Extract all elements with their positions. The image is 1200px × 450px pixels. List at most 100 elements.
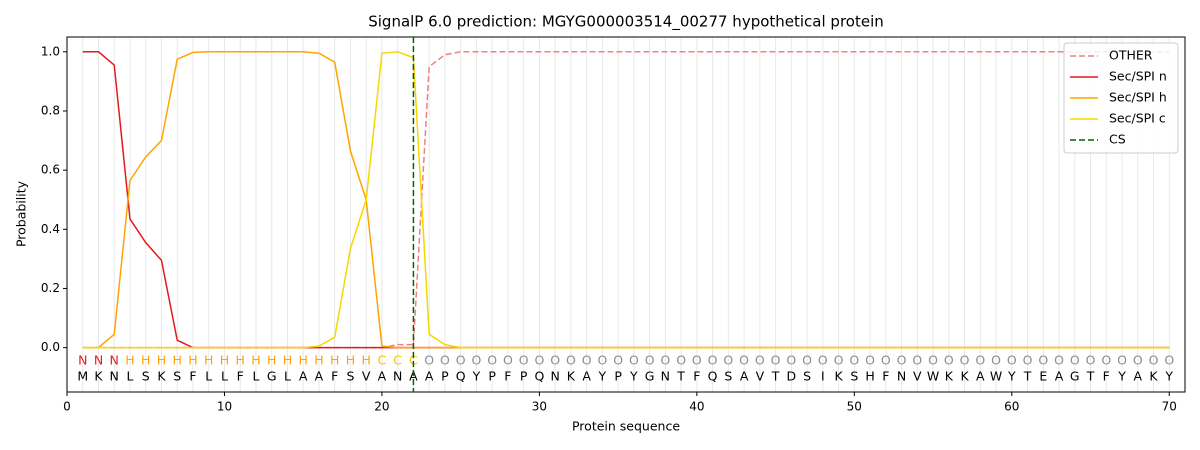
residue-label: O	[723, 353, 733, 368]
residue-label: H	[283, 353, 292, 368]
series-line	[82, 51, 1170, 349]
series-line	[82, 51, 1170, 349]
x-tick-label: 60	[1004, 400, 1019, 414]
sequence-letter: N	[110, 369, 119, 384]
residue-label: O	[818, 353, 828, 368]
sequence-letter: F	[504, 369, 511, 384]
sequence-letter: A	[582, 369, 591, 384]
residue-label: O	[865, 353, 875, 368]
sequence-letter: G	[645, 369, 655, 384]
plot-frame	[66, 36, 1186, 393]
sequence-letter: K	[94, 369, 103, 384]
residue-label: O	[1070, 353, 1080, 368]
sequence-letter: V	[756, 369, 765, 384]
residue-label: O	[613, 353, 623, 368]
sequence-letter: W	[927, 369, 939, 384]
sequence-letter: I	[821, 369, 825, 384]
residue-label: O	[519, 353, 529, 368]
sequence-letter: S	[850, 369, 858, 384]
residue-label: O	[881, 353, 891, 368]
legend-label: Sec/SPI n	[1109, 69, 1167, 84]
residue-label: H	[251, 353, 260, 368]
sequence-letter: Q	[708, 369, 718, 384]
y-tick-label: 0.2	[41, 281, 60, 295]
series-line	[82, 51, 1170, 349]
residue-label: H	[361, 353, 370, 368]
sequence-letter: S	[142, 369, 150, 384]
sequence-letter: A	[299, 369, 308, 384]
residue-label: H	[267, 353, 276, 368]
legend-box	[1063, 42, 1179, 154]
legend-label: Sec/SPI h	[1109, 90, 1167, 105]
residue-label: O	[645, 353, 655, 368]
residue-label: O	[1007, 353, 1017, 368]
residue-label: N	[78, 353, 87, 368]
residue-label: O	[755, 353, 765, 368]
sequence-letter: K	[834, 369, 843, 384]
residue-label: O	[1038, 353, 1048, 368]
sequence-letter: A	[409, 369, 418, 384]
series-line	[82, 51, 1170, 349]
residue-label: O	[960, 353, 970, 368]
residue-label: O	[928, 353, 938, 368]
residue-label: O	[629, 353, 639, 368]
residue-label: O	[1149, 353, 1159, 368]
residue-label: O	[1023, 353, 1033, 368]
sequence-letter: S	[173, 369, 181, 384]
sequence-letter: A	[1133, 369, 1142, 384]
sequence-letter: P	[520, 369, 528, 384]
residue-label: N	[94, 353, 103, 368]
sequence-letter: W	[990, 369, 1002, 384]
residue-label: H	[141, 353, 150, 368]
x-tick-label: 30	[532, 400, 547, 414]
residue-label: H	[188, 353, 197, 368]
sequence-letter: P	[488, 369, 496, 384]
sequence-letter: Y	[1117, 369, 1126, 384]
sequence-letter: A	[1055, 369, 1064, 384]
sequence-letter: F	[237, 369, 244, 384]
sequence-letter: P	[614, 369, 622, 384]
residue-label: H	[220, 353, 229, 368]
sequence-letter: K	[1149, 369, 1158, 384]
sequence-letter: Y	[1007, 369, 1016, 384]
sequence-letter: F	[1103, 369, 1110, 384]
sequence-letter: K	[945, 369, 954, 384]
sequence-letter: K	[567, 369, 576, 384]
sequence-letter: N	[550, 369, 559, 384]
residue-label: O	[660, 353, 670, 368]
residue-label: H	[236, 353, 245, 368]
residue-label: H	[125, 353, 134, 368]
residue-label: O	[1101, 353, 1111, 368]
residue-label: O	[849, 353, 859, 368]
sequence-letter: Y	[598, 369, 607, 384]
sequence-letter: P	[441, 369, 449, 384]
sequence-letter: K	[960, 369, 969, 384]
residue-label: O	[582, 353, 592, 368]
sequence-letter: V	[913, 369, 922, 384]
sequence-letter: S	[803, 369, 811, 384]
sequence-letter: N	[897, 369, 906, 384]
x-tick-label: 10	[217, 400, 232, 414]
legend-label: CS	[1109, 132, 1126, 147]
sequence-letter: Q	[456, 369, 466, 384]
sequence-letter: N	[661, 369, 670, 384]
sequence-letter: L	[252, 369, 259, 384]
sequence-letter: A	[976, 369, 985, 384]
x-tick-label: 70	[1162, 400, 1177, 414]
sequence-letter: T	[1023, 369, 1032, 384]
residue-label: O	[676, 353, 686, 368]
residue-label: O	[708, 353, 718, 368]
x-tick-label: 40	[689, 400, 704, 414]
residue-label: O	[771, 353, 781, 368]
x-tick-label: 20	[374, 400, 389, 414]
residue-label: O	[440, 353, 450, 368]
sequence-letter: T	[676, 369, 685, 384]
x-tick-label: 50	[847, 400, 862, 414]
residue-label: O	[597, 353, 607, 368]
residue-label: H	[298, 353, 307, 368]
legend-label: Sec/SPI c	[1109, 111, 1166, 126]
sequence-letter: F	[189, 369, 196, 384]
residue-label: O	[912, 353, 922, 368]
residue-label: N	[110, 353, 119, 368]
